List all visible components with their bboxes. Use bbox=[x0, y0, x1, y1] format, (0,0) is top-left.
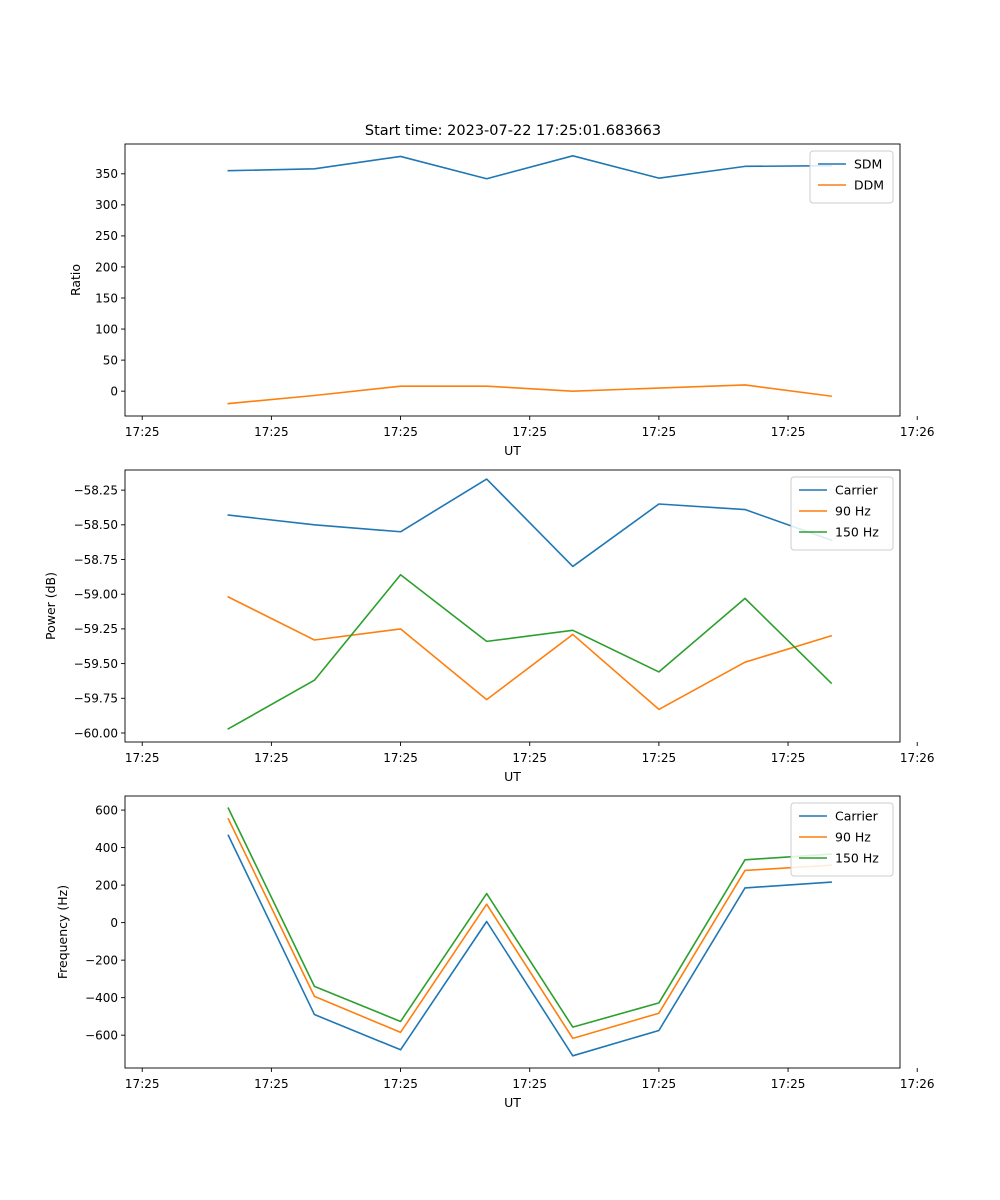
x-tick-label: 17:25 bbox=[383, 425, 418, 439]
x-tick-label: 17:25 bbox=[125, 1077, 160, 1091]
x-tick-label: 17:25 bbox=[642, 1077, 677, 1091]
legend: SDM DDM bbox=[809, 150, 894, 204]
y-tick-label: −59.75 bbox=[74, 692, 118, 706]
axes-frame bbox=[124, 143, 901, 417]
x-tick-label: 17:25 bbox=[254, 1077, 289, 1091]
x-tick-label: 17:25 bbox=[125, 425, 160, 439]
x-tick-label: 17:25 bbox=[771, 751, 806, 765]
series-line-90-hz bbox=[227, 817, 832, 1040]
legend-label: 150 Hz bbox=[835, 525, 879, 540]
x-tick-label: 17:25 bbox=[383, 1077, 418, 1091]
series-line-ddm bbox=[227, 384, 833, 405]
series-line-90-hz bbox=[227, 595, 833, 711]
series-line-carrier bbox=[227, 834, 832, 1057]
y-tick-label: 50 bbox=[103, 353, 118, 367]
y-tick-label: 150 bbox=[95, 291, 118, 305]
y-tick-label: 0 bbox=[110, 916, 118, 930]
axes-frame bbox=[124, 795, 901, 1069]
x-axis-label: UT bbox=[504, 1095, 521, 1110]
x-tick-label: 17:25 bbox=[125, 751, 160, 765]
legend-label: 150 Hz bbox=[835, 851, 879, 866]
x-tick-label: 17:25 bbox=[512, 1077, 547, 1091]
legend-label: SDM bbox=[854, 157, 882, 172]
y-tick-label: 600 bbox=[95, 803, 118, 817]
y-tick-label: −400 bbox=[85, 991, 118, 1005]
legend: Carrier 90 Hz 150 Hz bbox=[790, 802, 894, 877]
x-tick-label: 17:26 bbox=[900, 425, 935, 439]
axes-frame bbox=[124, 469, 901, 743]
legend-label: Carrier bbox=[835, 809, 879, 824]
x-axis-label: UT bbox=[504, 443, 521, 458]
x-tick-label: 17:25 bbox=[254, 751, 289, 765]
y-tick-label: −58.25 bbox=[74, 483, 118, 497]
y-tick-label: −59.25 bbox=[74, 622, 118, 636]
y-axis-label: Ratio bbox=[68, 264, 83, 296]
y-tick-label: 400 bbox=[95, 841, 118, 855]
x-tick-label: 17:25 bbox=[383, 751, 418, 765]
y-tick-label: 250 bbox=[95, 229, 118, 243]
y-tick-label: −60.00 bbox=[74, 726, 118, 740]
x-tick-label: 17:25 bbox=[771, 425, 806, 439]
series-line-150-hz bbox=[227, 573, 833, 730]
x-tick-label: 17:26 bbox=[900, 751, 935, 765]
x-tick-label: 17:25 bbox=[642, 751, 677, 765]
legend: Carrier 90 Hz 150 Hz bbox=[790, 476, 894, 551]
y-tick-label: 100 bbox=[95, 322, 118, 336]
legend-label: DDM bbox=[854, 178, 884, 193]
y-tick-label: −59.50 bbox=[74, 657, 118, 671]
x-tick-label: 17:25 bbox=[512, 751, 547, 765]
series-line-carrier bbox=[227, 478, 833, 568]
x-tick-label: 17:25 bbox=[642, 425, 677, 439]
series-line-150-hz bbox=[227, 807, 832, 1028]
figure-title: Start time: 2023-07-22 17:25:01.683663 bbox=[365, 123, 661, 139]
y-tick-label: −200 bbox=[85, 953, 118, 967]
y-tick-label: −600 bbox=[85, 1028, 118, 1042]
y-tick-label: −59.00 bbox=[74, 588, 118, 602]
y-tick-label: 0 bbox=[110, 384, 118, 398]
x-tick-label: 17:25 bbox=[771, 1077, 806, 1091]
y-tick-label: 300 bbox=[95, 198, 118, 212]
y-tick-label: 200 bbox=[95, 260, 118, 274]
y-axis-label: Frequency (Hz) bbox=[55, 885, 70, 979]
plot-panel-3: 17:25 17:25 17:25 17:25 17:25 17:25 17:26 UT −60… bbox=[55, 795, 935, 1110]
plot-panel-2: 17:25 17:25 17:25 17:25 17:25 17:25 17:26 UT −60… bbox=[43, 469, 935, 784]
x-tick-label: 17:25 bbox=[512, 425, 547, 439]
y-tick-label: 350 bbox=[95, 167, 118, 181]
x-tick-label: 17:25 bbox=[254, 425, 289, 439]
plot-panel-1: 17:25 17:25 17:25 17:25 17:25 17:25 17:26 UT 0 50… bbox=[68, 143, 935, 458]
y-tick-label: 200 bbox=[95, 878, 118, 892]
legend-label: Carrier bbox=[835, 483, 879, 498]
y-tick-label: −58.75 bbox=[74, 553, 118, 567]
y-tick-label: −58.50 bbox=[74, 518, 118, 532]
legend-label: 90 Hz bbox=[835, 504, 871, 519]
series-line-sdm bbox=[227, 155, 832, 180]
legend-label: 90 Hz bbox=[835, 830, 871, 845]
x-tick-label: 17:26 bbox=[900, 1077, 935, 1091]
y-axis-label: Power (dB) bbox=[43, 572, 58, 640]
x-axis-label: UT bbox=[504, 769, 521, 784]
